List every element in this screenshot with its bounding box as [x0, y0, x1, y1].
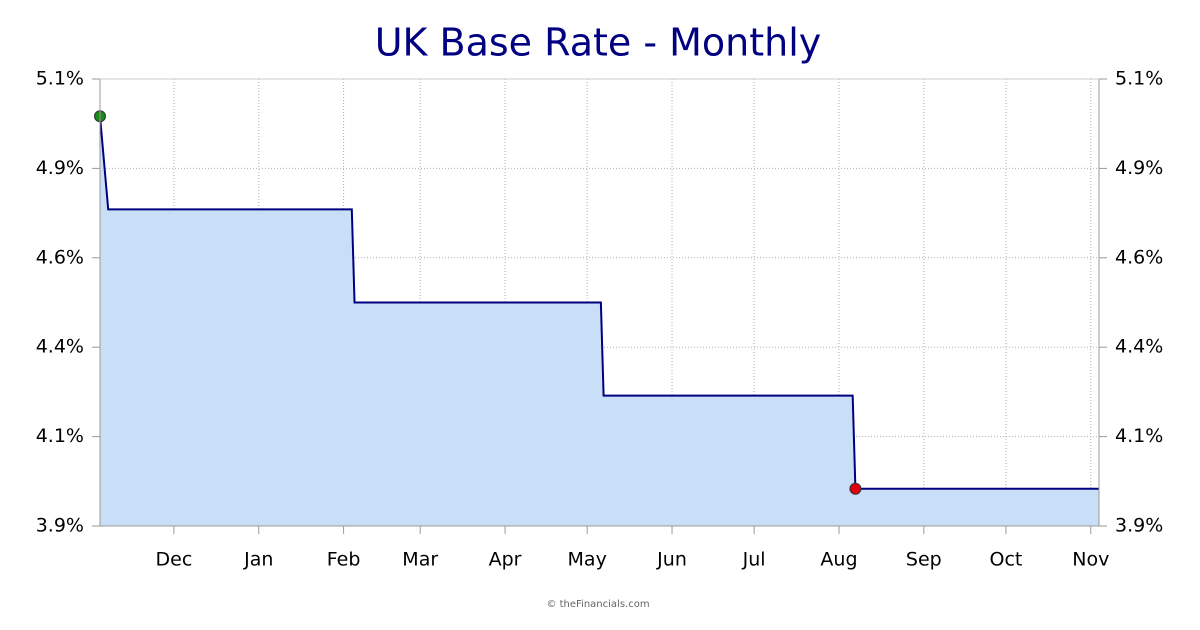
y2-tick-label: 4.9%	[1115, 157, 1163, 179]
y-tick-label: 4.9%	[36, 157, 84, 179]
y-tick-label: 4.1%	[36, 425, 84, 447]
y-tick-label: 4.6%	[36, 246, 84, 268]
y2-tick-label: 4.4%	[1115, 336, 1163, 358]
x-tick-label: Sep	[906, 549, 942, 571]
y2-tick-label: 5.1%	[1115, 68, 1163, 90]
footer: © theFinancials.com	[546, 599, 649, 610]
y2-tick-label: 4.1%	[1115, 425, 1163, 447]
x-tick-label: Jun	[656, 549, 687, 571]
x-tick-label: Apr	[489, 549, 522, 571]
line	[99, 116, 1099, 490]
y2-tick-label: 3.9%	[1115, 515, 1163, 537]
y-tick-label: 4.4%	[36, 336, 84, 358]
y-tick-label: 5.1%	[36, 68, 84, 90]
x-tick-label: May	[568, 549, 607, 571]
y-tick-label: 3.9%	[36, 515, 84, 537]
x-tick-label: Jan	[243, 549, 273, 571]
area-fill	[100, 116, 1099, 526]
x-tick-label: Aug	[820, 549, 857, 571]
x-tick-label: Oct	[990, 549, 1023, 571]
y2-tick-label: 4.6%	[1115, 246, 1163, 268]
x-tick-label: Dec	[156, 549, 193, 571]
x-tick-label: Mar	[402, 549, 438, 571]
x-tick-label: Nov	[1072, 549, 1109, 571]
point-marker	[849, 482, 862, 495]
x-tick-label: Feb	[327, 549, 361, 571]
x-tick-label: Jul	[742, 549, 766, 571]
chart-title: UK Base Rate - Monthly	[375, 21, 822, 65]
